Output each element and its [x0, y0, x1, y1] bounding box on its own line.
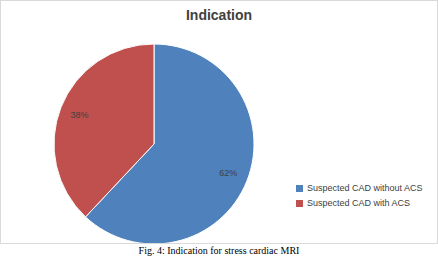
html-text:Fig. 4: Indication for stress: Fig. 4: Indication for stress cardiac MR… [138, 245, 300, 256]
html-text:Indication: Indication [185, 7, 253, 23]
svg-text:62%: 62% [219, 168, 237, 178]
html-text:Suspected CAD with ACS: Suspected CAD with ACS [307, 198, 411, 208]
svg-text:38%: 38% [71, 110, 89, 120]
html-text:Suspected CAD without ACS: Suspected CAD without ACS [307, 183, 423, 193]
